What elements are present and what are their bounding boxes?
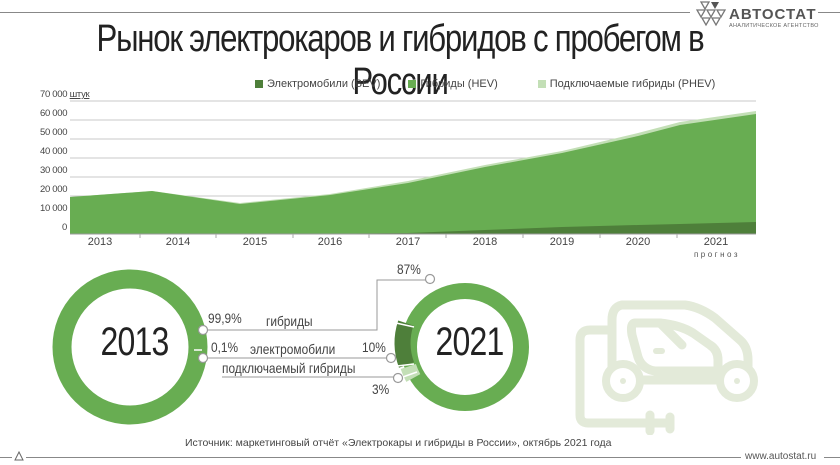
- bottom-rule-right: [824, 457, 840, 458]
- legend-item-phev: Подключаемые гибриды (PHEV): [537, 78, 716, 90]
- legend-swatch-phev: [537, 80, 546, 88]
- area-hev: [70, 114, 756, 234]
- donut-2021-phev: [400, 363, 421, 382]
- hybrids-2021-pct: 87%: [397, 261, 421, 277]
- logo: АВТОСТАТ АНАЛИТИЧЕСКОЕ АГЕНТСТВО: [693, 0, 823, 32]
- forecast-label: прогноз: [693, 250, 741, 259]
- chart-legend: Электромобили (BEV) Гибриды (HEV) Подклю…: [255, 78, 715, 90]
- y-tick: 10 000: [40, 203, 68, 214]
- x-tick: 2016: [317, 236, 343, 248]
- website-link[interactable]: www.autostat.ru: [745, 451, 817, 462]
- x-tick: 2020: [625, 236, 651, 248]
- y-tick: 0: [62, 222, 67, 233]
- electric-car-icon: [575, 300, 758, 435]
- hybrids-label: гибриды: [266, 313, 313, 329]
- legend-item-hev: Гибриды (HEV): [408, 78, 498, 90]
- legend-swatch-hev: [408, 80, 417, 88]
- area-chart: [70, 100, 756, 238]
- x-tick: 2019: [549, 236, 575, 248]
- legend-label: Гибриды (HEV): [420, 78, 498, 90]
- legend-label: Электромобили (BEV): [267, 78, 381, 90]
- logo-name: АВТОСТАТ: [729, 6, 817, 23]
- donut-2013-year: 2013: [100, 320, 169, 364]
- ev-2021-pct: 10%: [362, 339, 386, 355]
- legend-label: Подключаемые гибриды (PHEV): [549, 78, 716, 90]
- source-note: Источник: маркетинговый отчёт «Электрока…: [185, 437, 612, 449]
- x-tick: 2017: [395, 236, 421, 248]
- bottom-rule: [26, 457, 741, 458]
- phev-label: подключаемый гибриды: [222, 360, 356, 376]
- bottom-rule-left: [0, 457, 12, 458]
- x-tick: 2018: [472, 236, 498, 248]
- y-tick: 40 000: [40, 146, 68, 157]
- donut-2021-year: 2021: [435, 320, 504, 364]
- donut-2021-ev: [394, 320, 415, 368]
- x-tick: 2015: [242, 236, 268, 248]
- x-tick: 2013: [87, 236, 113, 248]
- triangle-icon: [14, 451, 24, 461]
- hybrids-2013-pct: 99,9%: [208, 310, 242, 326]
- logo-icon: [695, 1, 727, 27]
- ev-label: электромобили: [250, 341, 336, 357]
- y-tick: 20 000: [40, 184, 68, 195]
- area-bev: [300, 222, 756, 234]
- y-tick: 50 000: [40, 127, 68, 138]
- top-rule-right: [818, 12, 840, 13]
- top-rule: [0, 12, 690, 13]
- phev-2021-pct: 3%: [372, 381, 390, 397]
- donut-2013-hybrids: [52, 269, 208, 425]
- ev-2013-pct: 0,1%: [211, 339, 239, 355]
- y-tick: 60 000: [40, 108, 68, 119]
- y-unit: штук: [69, 89, 90, 100]
- legend-item-bev: Электромобили (BEV): [255, 78, 380, 90]
- page-title: Рынок электрокаров и гибридов с пробегом…: [96, 18, 705, 103]
- logo-subtitle: АНАЛИТИЧЕСКОЕ АГЕНТСТВО: [729, 23, 819, 29]
- y-tick: 70 000 штук: [40, 89, 90, 100]
- x-tick: 2014: [165, 236, 191, 248]
- y-tick: 30 000: [40, 165, 68, 176]
- legend-swatch-bev: [255, 80, 263, 88]
- x-tick: 2021: [703, 236, 729, 248]
